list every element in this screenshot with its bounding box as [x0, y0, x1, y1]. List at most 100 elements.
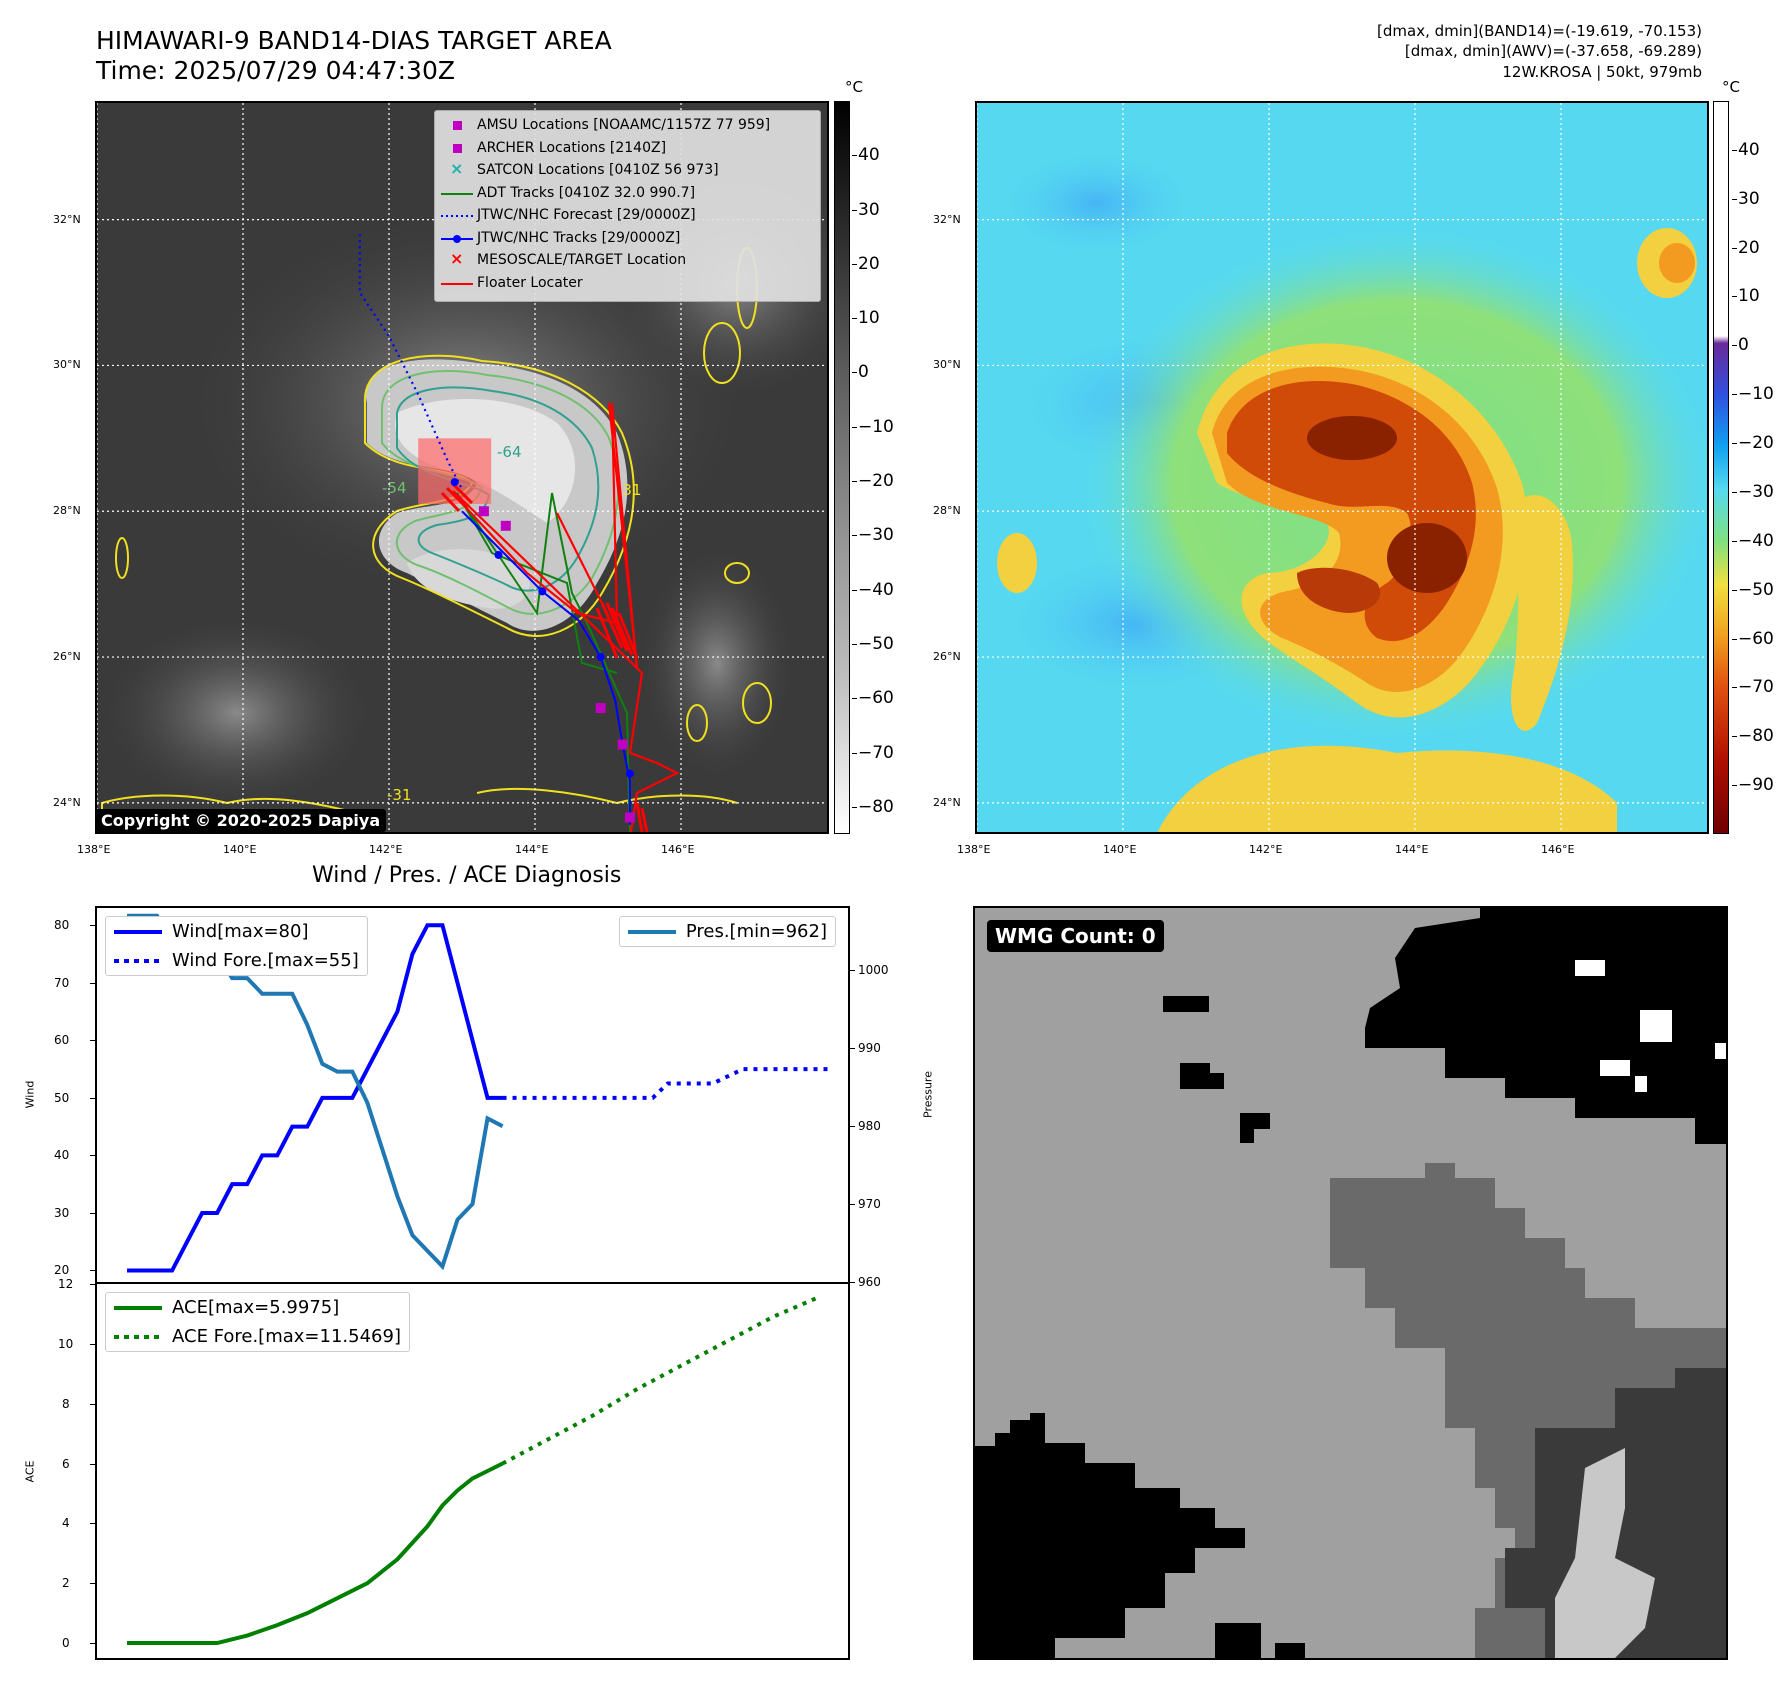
- amsu-points: [478, 506, 635, 823]
- map-legend-label: SATCON Locations [0410Z 56 973]: [477, 162, 719, 179]
- jtwc-track-point: [538, 587, 547, 596]
- jtwc-track-point: [494, 550, 503, 559]
- awv-dry-area-2: [987, 143, 1207, 263]
- amsu-point: [478, 506, 489, 517]
- wmg-dark-south-1: [1215, 1623, 1261, 1658]
- pres-legend: Pres.[min=962]: [618, 916, 836, 947]
- map-legend-label: MESOSCALE/TARGET Location: [477, 252, 687, 269]
- lon-tick-label: 142°E: [1249, 843, 1283, 856]
- map-legend-row: × SATCON Locations [0410Z 56 973]: [437, 159, 814, 182]
- colorbar-tick-label: 30: [858, 199, 880, 220]
- colorbar-tick-label: −80: [858, 796, 894, 817]
- pres-tick-label: 970: [858, 1197, 881, 1212]
- amsu-point: [617, 739, 628, 750]
- ace-fore-legend-label: ACE Fore.[max=11.5469]: [172, 1326, 401, 1347]
- colorbar-tick-label: 0: [1738, 335, 1749, 356]
- colorbar-tick-mark: [852, 589, 857, 591]
- wmg-dark-specks: [1163, 996, 1270, 1143]
- map-legend-row: JTWC/NHC Tracks [29/0000Z]: [437, 227, 814, 250]
- lon-tick-label: 140°E: [1103, 843, 1137, 856]
- copyright-label: Copyright © 2020-2025 Dapiya: [97, 809, 387, 832]
- wmg-light-streak: [1555, 1448, 1655, 1658]
- contour-label-4: -54: [382, 479, 407, 497]
- colorbar-tick-mark: [852, 372, 857, 374]
- map-legend-row: AMSU Locations [NOAAMC/1157Z 77 959]: [437, 114, 814, 137]
- colorbar-tick-mark: [1732, 638, 1737, 640]
- pres-tick-mark: [850, 970, 855, 972]
- ace-tick-mark: [90, 1403, 95, 1405]
- wind-fore-legend-swatch: [114, 958, 162, 963]
- ace-tick-label: 8: [62, 1396, 70, 1411]
- jtwc-track-point: [596, 653, 605, 662]
- lat-tick-label: 26°N: [933, 650, 961, 664]
- jtwc-forecast-track: [358, 234, 463, 490]
- colorbar-tick-mark: [852, 806, 857, 808]
- info-storm: 12W.KROSA | 50kt, 979mb: [1502, 63, 1702, 81]
- lon-tick-label: 144°E: [1395, 843, 1429, 856]
- ir-colorbar-unit: °C: [845, 78, 863, 96]
- pres-tick-label: 960: [858, 1275, 881, 1289]
- ace-plot: [127, 1295, 819, 1646]
- ace-tick-label: 4: [62, 1516, 70, 1531]
- jtwc-track-point: [450, 478, 459, 487]
- info-awv: [dmax, dmin](AWV)=(-37.658, -69.289): [1404, 42, 1702, 60]
- ir-cloud-sw: [97, 613, 377, 813]
- colorbar-tick-mark: [1732, 247, 1737, 249]
- awv-darkest-1: [1307, 416, 1397, 460]
- wind-tick-label: 40: [54, 1148, 70, 1163]
- lon-tick-label: 142°E: [369, 843, 403, 856]
- contour-label-3: -31: [387, 786, 412, 804]
- wind-tick-label: 80: [54, 918, 70, 933]
- wind-axis-label: Wind: [23, 1080, 37, 1109]
- pressure-axis-label: Pressure: [921, 1071, 935, 1118]
- lon-tick-label: 138°E: [957, 843, 991, 856]
- lon-tick-label: 146°E: [1541, 843, 1575, 856]
- awv-spiral-arm: [1297, 567, 1381, 613]
- colorbar-tick-mark: [852, 481, 857, 483]
- map-title-line2: Time: 2025/07/29 04:47:30Z: [96, 56, 455, 85]
- colorbar-tick-label: −60: [858, 688, 894, 709]
- colorbar-tick-mark: [852, 155, 857, 157]
- wmg-count-label: WMG Count: 0: [987, 920, 1164, 952]
- colorbar-tick-label: −40: [1738, 530, 1774, 551]
- wind-pres-chart: Wind[max=80] Wind Fore.[max=55] Pres.[mi…: [95, 906, 850, 1284]
- map-legend-swatch: [437, 228, 477, 248]
- ace-tick-label: 10: [58, 1336, 74, 1351]
- map-legend-swatch: [437, 138, 477, 158]
- wind-tick-mark: [90, 1040, 95, 1042]
- colorbar-tick-mark: [852, 643, 857, 645]
- lat-tick-label: 24°N: [933, 795, 961, 809]
- colorbar-tick-label: −80: [1738, 726, 1774, 747]
- pres-tick-label: 1000: [858, 963, 889, 978]
- wind-tick-mark: [90, 1097, 95, 1099]
- wmg-image: [975, 908, 1726, 1658]
- map-legend-label: ADT Tracks [0410Z 32.0 990.7]: [477, 184, 696, 201]
- colorbar-tick-label: −30: [1738, 481, 1774, 502]
- ace-chart: ACE[max=5.9975] ACE Fore.[max=11.5469]: [95, 1282, 850, 1660]
- colorbar-tick-mark: [1732, 785, 1737, 787]
- map-legend-row: JTWC/NHC Forecast [29/0000Z]: [437, 204, 814, 227]
- colorbar-tick-label: −90: [1738, 775, 1774, 796]
- diagnosis-title: Wind / Pres. / ACE Diagnosis: [312, 863, 622, 888]
- colorbar-tick-label: −20: [1738, 433, 1774, 454]
- colorbar-tick-mark: [852, 752, 857, 754]
- lon-tick-label: 146°E: [661, 843, 695, 856]
- map-legend-row: Floater Locater: [437, 272, 814, 295]
- colorbar-tick-label: −50: [858, 633, 894, 654]
- pres-legend-swatch: [627, 929, 676, 934]
- map-legend-label: AMSU Locations [NOAAMC/1157Z 77 959]: [477, 117, 771, 134]
- ace-tick-mark: [90, 1643, 95, 1645]
- colorbar-tick-label: −10: [858, 416, 894, 437]
- lat-tick-label: 32°N: [933, 212, 961, 226]
- colorbar-tick-mark: [852, 209, 857, 211]
- wind-legend-swatch: [114, 929, 162, 934]
- jtwc-track-point: [625, 769, 634, 778]
- lon-tick-label: 140°E: [223, 843, 257, 856]
- wind-tick-label: 60: [54, 1033, 70, 1048]
- wmg-panel: WMG Count: 0: [973, 906, 1728, 1660]
- awv-outer-patches: [997, 228, 1697, 832]
- series-line: [127, 1461, 504, 1646]
- pres-tick-mark: [850, 1204, 855, 1206]
- wmg-white-blocks: [1575, 960, 1726, 1092]
- colorbar-tick-label: −40: [858, 579, 894, 600]
